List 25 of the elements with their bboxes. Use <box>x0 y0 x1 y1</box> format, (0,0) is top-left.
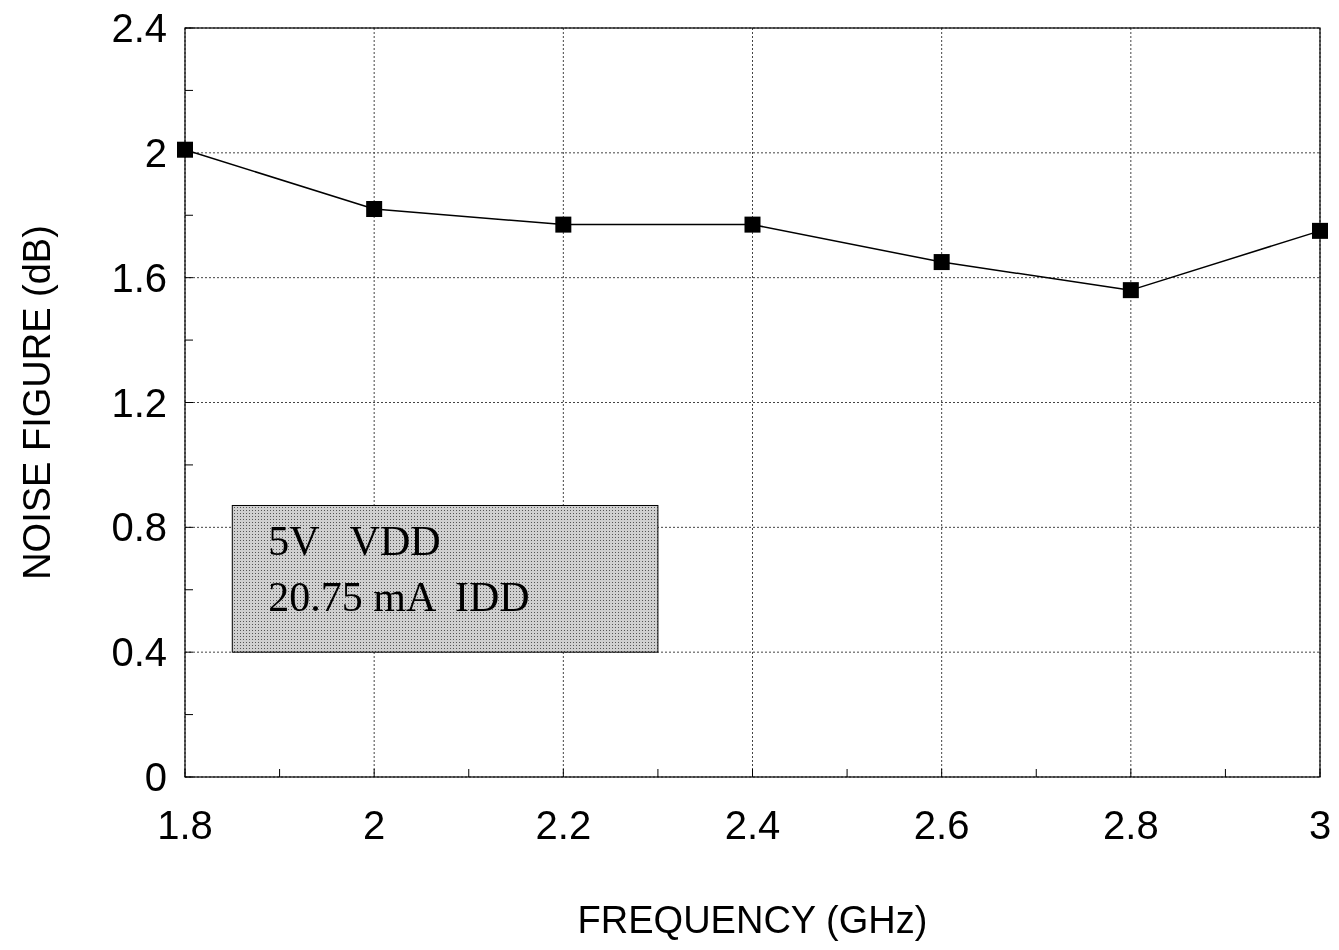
point <box>933 254 950 271</box>
y-tick-label: 2.4 <box>111 6 167 50</box>
x-tick-label: 2.6 <box>913 803 970 847</box>
annotation: 20.75 mA IDD <box>268 574 530 621</box>
x-tick-label: 2.2 <box>535 803 592 847</box>
x-tick-label: 2.4 <box>724 803 781 847</box>
point <box>1122 282 1139 299</box>
point <box>555 216 572 233</box>
point <box>744 216 761 233</box>
y-tick-label: 2 <box>144 130 167 175</box>
y-tick-label: 1.2 <box>111 380 167 425</box>
y-axis-title: NOISE FIGURE (dB) <box>16 225 58 580</box>
point <box>1312 222 1328 239</box>
x-tick-label: 3 <box>1308 803 1332 847</box>
point <box>366 201 383 218</box>
point <box>177 141 193 158</box>
y-tick-label: 0 <box>144 755 167 799</box>
x-axis-title: FREQUENCY (GHz) <box>577 899 928 941</box>
y-tick-label: 0.4 <box>111 630 167 675</box>
annotation: 5V VDD <box>268 518 441 565</box>
x-tick-label: 2 <box>363 803 386 847</box>
x-tick-label: 1.8 <box>157 803 213 847</box>
y-tick-label: 1.6 <box>111 255 167 300</box>
x-tick-label: 2.8 <box>1103 803 1159 847</box>
y-tick-label: 0.8 <box>111 505 167 550</box>
